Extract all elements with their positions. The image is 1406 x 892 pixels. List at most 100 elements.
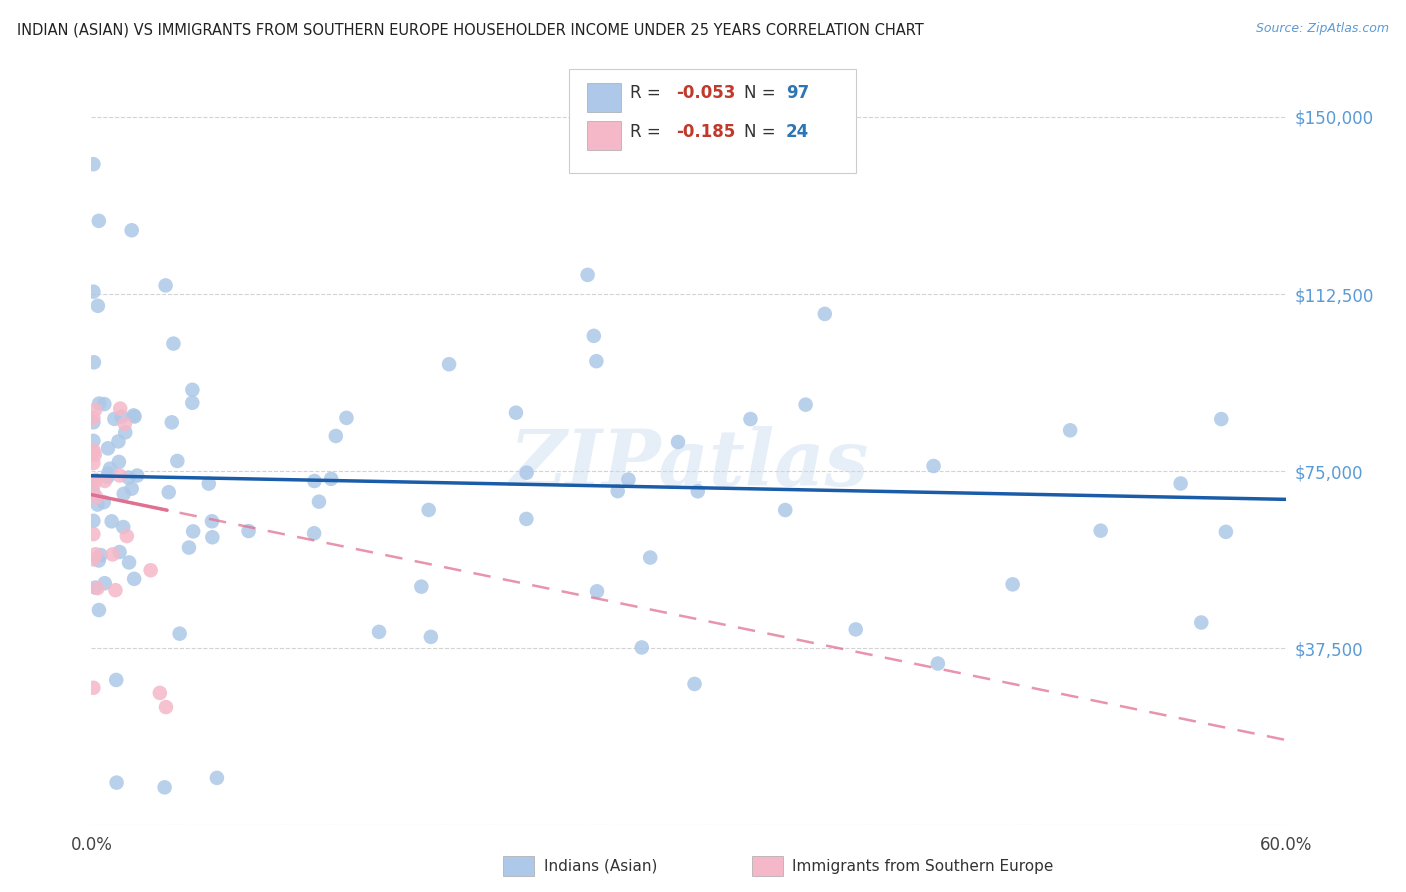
Point <box>197 476 219 491</box>
Point <box>86 581 108 595</box>
Point <box>105 673 128 687</box>
Point <box>1211 412 1233 426</box>
Point <box>84 402 107 417</box>
Point <box>418 503 440 517</box>
Point <box>82 527 104 541</box>
Point <box>82 474 104 488</box>
Point <box>177 541 200 555</box>
Point <box>94 474 117 488</box>
Text: -0.185: -0.185 <box>676 123 735 142</box>
Point <box>181 383 204 397</box>
Point <box>103 412 125 426</box>
Point <box>153 780 176 795</box>
Text: INDIAN (ASIAN) VS IMMIGRANTS FROM SOUTHERN EUROPE HOUSEHOLDER INCOME UNDER 25 YE: INDIAN (ASIAN) VS IMMIGRANTS FROM SOUTHE… <box>17 22 924 37</box>
Point <box>1001 577 1024 591</box>
Point <box>606 484 628 499</box>
Point <box>121 482 143 496</box>
Point <box>82 456 104 470</box>
Point <box>1059 423 1081 437</box>
Point <box>83 448 105 462</box>
Point <box>97 442 120 456</box>
Point <box>82 552 104 566</box>
Point <box>845 623 868 637</box>
Point <box>683 677 706 691</box>
Point <box>82 434 104 448</box>
Point <box>82 478 104 492</box>
Point <box>108 455 131 469</box>
Point <box>205 771 228 785</box>
Point <box>84 581 107 595</box>
Point <box>437 357 460 371</box>
Point <box>82 410 104 425</box>
Point <box>576 268 599 282</box>
Point <box>82 514 104 528</box>
Point <box>110 401 132 416</box>
Point <box>87 396 110 410</box>
Point <box>139 563 162 577</box>
Text: R =: R = <box>630 84 666 102</box>
Point <box>1215 524 1237 539</box>
Point <box>582 329 605 343</box>
Point <box>686 484 709 499</box>
Point <box>419 630 441 644</box>
Point <box>110 409 132 424</box>
Point <box>181 396 204 410</box>
Point <box>127 468 149 483</box>
Text: N =: N = <box>744 84 780 102</box>
Point <box>201 514 224 528</box>
Point <box>617 473 640 487</box>
Point <box>104 583 127 598</box>
Point <box>84 473 107 487</box>
Point <box>115 529 138 543</box>
Point <box>82 415 104 429</box>
FancyBboxPatch shape <box>588 121 621 150</box>
Point <box>82 681 104 695</box>
Point <box>117 470 139 484</box>
Point <box>98 461 121 475</box>
Point <box>112 520 135 534</box>
Point <box>181 524 204 539</box>
Point <box>97 467 120 481</box>
Point <box>201 530 224 544</box>
Text: -0.053: -0.053 <box>676 84 735 102</box>
Point <box>515 512 537 526</box>
FancyBboxPatch shape <box>569 70 856 173</box>
Point <box>121 223 143 237</box>
Point <box>773 503 796 517</box>
Point <box>87 214 110 228</box>
Point <box>166 454 188 468</box>
Point <box>82 443 104 458</box>
Point <box>90 548 112 562</box>
Point <box>325 429 347 443</box>
Point <box>149 686 172 700</box>
Point <box>108 545 131 559</box>
Point <box>87 299 110 313</box>
Point <box>1189 615 1212 630</box>
Point <box>87 553 110 567</box>
Point <box>169 626 191 640</box>
Point <box>122 409 145 423</box>
Point <box>82 445 104 459</box>
Point <box>585 354 607 368</box>
Point <box>82 285 104 299</box>
Point <box>308 494 330 508</box>
Point <box>105 775 128 789</box>
Point <box>160 415 183 429</box>
Point <box>84 547 107 561</box>
Point <box>118 556 141 570</box>
Point <box>162 336 184 351</box>
Point <box>666 434 689 449</box>
Point <box>107 434 129 449</box>
Point <box>83 355 105 369</box>
Point <box>638 550 661 565</box>
Point <box>122 572 145 586</box>
Point <box>238 524 260 538</box>
Point <box>93 576 115 591</box>
Point <box>740 412 762 426</box>
Text: ZIPatlas: ZIPatlas <box>509 426 869 503</box>
Point <box>335 410 357 425</box>
Point <box>368 624 391 639</box>
Point <box>630 640 652 655</box>
Point <box>101 548 124 562</box>
Point <box>93 495 115 509</box>
